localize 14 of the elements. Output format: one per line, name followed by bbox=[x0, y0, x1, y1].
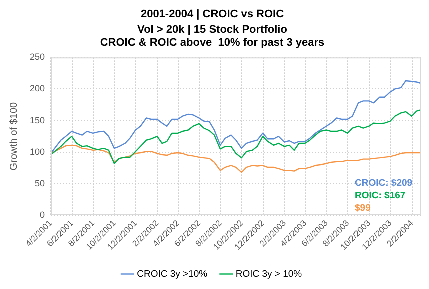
legend-label: CROIC 3y >10% bbox=[137, 268, 208, 280]
y-tick-label: 150 bbox=[30, 115, 46, 126]
y-axis-title: Growth of $100 bbox=[8, 102, 20, 171]
annotation: ROIC: $167 bbox=[355, 190, 406, 202]
legend-label: ROIC 3y > 10% bbox=[236, 268, 303, 280]
y-tick-label: 0 bbox=[40, 210, 46, 220]
y-tick-label: 100 bbox=[30, 146, 46, 157]
annotation: CROIC: $209 bbox=[355, 178, 413, 190]
y-tick-label: 50 bbox=[35, 178, 46, 188]
y-tick-label: 250 bbox=[30, 52, 46, 62]
chart-subtitle: Vol > 20k | 15 Stock Portfolio CROIC & ROIC above 10% for past 3 years bbox=[100, 24, 325, 50]
annotation: $99 bbox=[355, 203, 371, 214]
chart-title: 2001-2004 | CROIC vs ROIC bbox=[140, 8, 284, 21]
y-tick-label: 200 bbox=[30, 84, 46, 94]
